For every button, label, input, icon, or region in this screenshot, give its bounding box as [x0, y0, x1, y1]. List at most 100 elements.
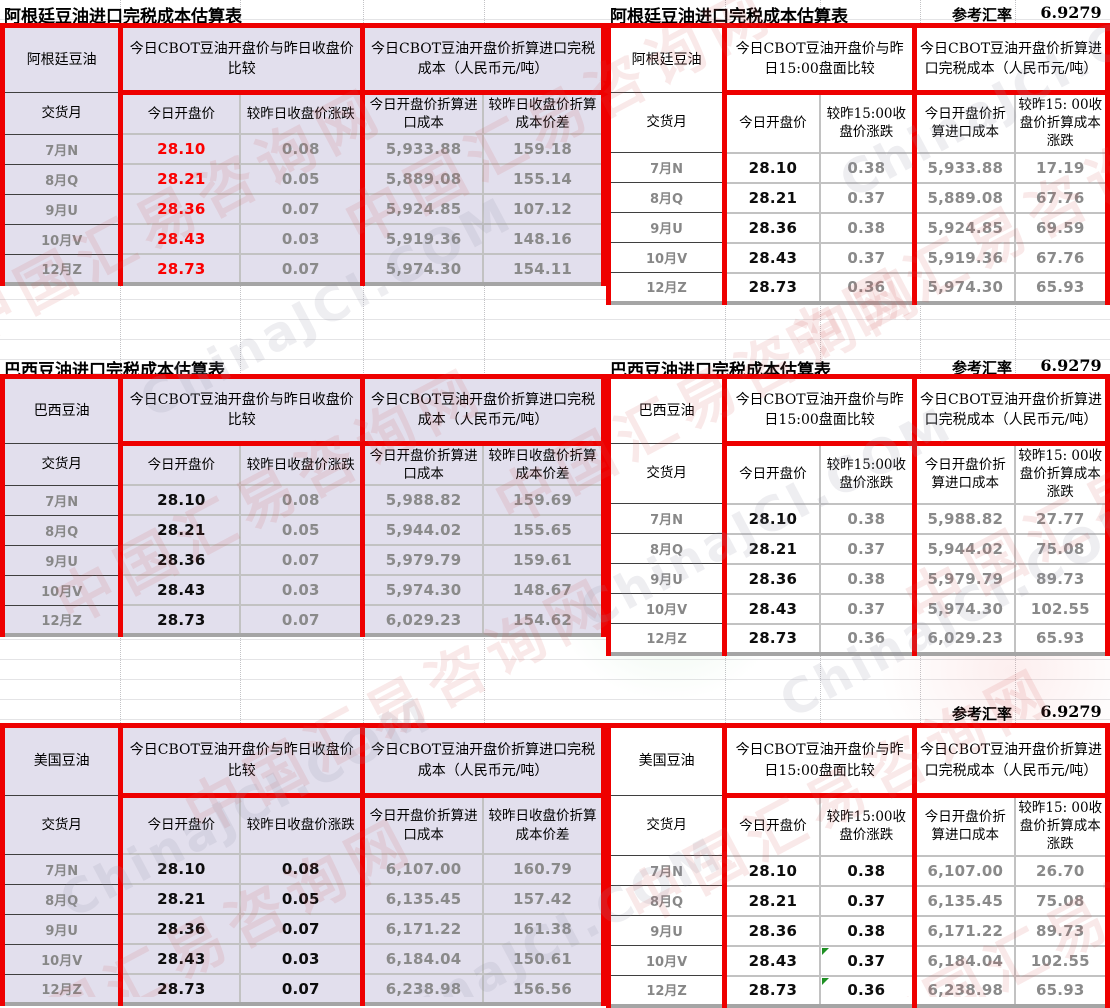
- change-cell[interactable]: 0.07: [239, 604, 364, 637]
- change-cell[interactable]: 0.07: [239, 973, 364, 1005]
- cost-open-column-header[interactable]: 今日开盘价折算进口成本: [912, 794, 1016, 857]
- month-cell[interactable]: 10月V: [607, 945, 726, 977]
- cost-diff-cell[interactable]: 67.76: [1013, 241, 1109, 274]
- month-column-header[interactable]: 交货月: [607, 794, 726, 857]
- cost-diff-cell[interactable]: 148.67: [482, 574, 605, 607]
- import-cost-cell[interactable]: 6,107.00: [360, 853, 485, 885]
- compare-section-header[interactable]: 今日CBOT豆油开盘价与昨日收盘价比较: [118, 375, 364, 446]
- change-cell[interactable]: 0.38: [818, 562, 916, 595]
- open-price-cell[interactable]: 28.43: [118, 943, 242, 975]
- change-cell[interactable]: 0.36: [818, 271, 916, 304]
- import-cost-cell[interactable]: 6,029.23: [912, 622, 1016, 655]
- cost-diff-cell[interactable]: 89.73: [1013, 914, 1109, 947]
- change-cell[interactable]: 0.03: [239, 223, 364, 256]
- month-cell[interactable]: 12月Z: [607, 975, 726, 1007]
- import-cost-cell[interactable]: 5,979.79: [360, 544, 485, 577]
- cost-diff-cell[interactable]: 155.14: [482, 163, 605, 196]
- cost-diff-cell[interactable]: 161.38: [482, 913, 605, 945]
- change-cell[interactable]: 0.07: [239, 193, 364, 226]
- month-cell[interactable]: 7月N: [1, 484, 122, 516]
- open-price-cell[interactable]: 28.21: [118, 514, 242, 547]
- change-column-header[interactable]: 较昨日收盘价涨跌: [239, 442, 364, 487]
- cost-section-header[interactable]: 今日CBOT豆油开盘价折算进口完税成本（人民币元/吨）: [360, 375, 605, 446]
- cost-diff-cell[interactable]: 159.18: [482, 133, 605, 166]
- month-cell[interactable]: 8月Q: [607, 533, 726, 565]
- table-corner-label[interactable]: 巴西豆油: [1, 376, 122, 444]
- cost-diff-column-header[interactable]: 较昨15: 00收盘价折算成本涨跌: [1013, 794, 1109, 857]
- import-cost-cell[interactable]: 5,924.85: [912, 211, 1016, 244]
- import-cost-cell[interactable]: 5,919.36: [912, 241, 1016, 274]
- compare-section-header[interactable]: 今日CBOT豆油开盘价与昨日收盘价比较: [118, 24, 364, 95]
- cost-diff-cell[interactable]: 75.08: [1013, 884, 1109, 917]
- cost-diff-cell[interactable]: 102.55: [1013, 944, 1109, 977]
- cost-diff-cell[interactable]: 148.16: [482, 223, 605, 256]
- open-price-cell[interactable]: 28.21: [118, 163, 242, 196]
- open-price-cell[interactable]: 28.10: [118, 133, 242, 166]
- import-cost-cell[interactable]: 6,171.22: [360, 913, 485, 945]
- change-column-header[interactable]: 较昨15:00收盘价涨跌: [818, 442, 916, 505]
- change-column-header[interactable]: 较昨日收盘价涨跌: [239, 794, 364, 855]
- open-price-cell[interactable]: 28.73: [722, 271, 821, 304]
- change-cell[interactable]: 0.08: [239, 133, 364, 166]
- import-cost-cell[interactable]: 5,974.30: [360, 574, 485, 607]
- month-cell[interactable]: 7月N: [1, 853, 122, 885]
- change-column-header[interactable]: 较昨日收盘价涨跌: [239, 91, 364, 136]
- cost-diff-cell[interactable]: 157.42: [482, 883, 605, 915]
- month-cell[interactable]: 9月U: [607, 915, 726, 947]
- month-cell[interactable]: 9月U: [607, 563, 726, 595]
- month-cell[interactable]: 8月Q: [607, 885, 726, 917]
- month-cell[interactable]: 7月N: [607, 503, 726, 535]
- table-corner-label[interactable]: 美国豆油: [1, 725, 122, 796]
- open-column-header[interactable]: 今日开盘价: [722, 794, 821, 857]
- import-cost-cell[interactable]: 5,988.82: [360, 484, 485, 517]
- change-cell[interactable]: 0.37: [818, 532, 916, 565]
- month-column-header[interactable]: 交货月: [1, 443, 122, 486]
- change-cell[interactable]: 0.37: [818, 181, 916, 214]
- change-cell[interactable]: 0.37: [818, 241, 916, 274]
- change-cell[interactable]: 0.36: [818, 622, 916, 655]
- cost-diff-cell[interactable]: 155.65: [482, 514, 605, 547]
- cost-diff-column-header[interactable]: 较昨15: 00收盘价折算成本涨跌: [1013, 442, 1109, 505]
- change-cell[interactable]: 0.37: [818, 592, 916, 625]
- open-column-header[interactable]: 今日开盘价: [118, 442, 242, 487]
- cost-section-header[interactable]: 今日CBOT豆油开盘价折算进口完税成本（人民币元/吨）: [360, 24, 605, 95]
- compare-section-header[interactable]: 今日CBOT豆油开盘价与昨日15:00盘面比较: [722, 375, 916, 446]
- month-cell[interactable]: 12月Z: [607, 272, 726, 304]
- month-cell[interactable]: 10月V: [1, 223, 122, 255]
- open-price-cell[interactable]: 28.21: [118, 883, 242, 915]
- cost-diff-cell[interactable]: 159.69: [482, 484, 605, 517]
- cost-diff-cell[interactable]: 102.55: [1013, 592, 1109, 625]
- open-price-cell[interactable]: 28.73: [118, 973, 242, 1005]
- month-cell[interactable]: 9月U: [1, 193, 122, 225]
- cost-diff-cell[interactable]: 159.61: [482, 544, 605, 577]
- cost-diff-cell[interactable]: 154.62: [482, 604, 605, 637]
- month-column-header[interactable]: 交货月: [607, 442, 726, 505]
- cost-diff-cell[interactable]: 160.79: [482, 853, 605, 885]
- month-cell[interactable]: 12月Z: [607, 623, 726, 655]
- open-price-cell[interactable]: 28.36: [118, 544, 242, 577]
- open-price-cell[interactable]: 28.43: [722, 592, 821, 625]
- import-cost-cell[interactable]: 6,135.45: [360, 883, 485, 915]
- open-price-cell[interactable]: 28.73: [118, 604, 242, 637]
- open-price-cell[interactable]: 28.21: [722, 181, 821, 214]
- import-cost-cell[interactable]: 6,238.98: [360, 973, 485, 1005]
- cost-open-column-header[interactable]: 今日开盘价折算进口成本: [912, 442, 1016, 505]
- cost-diff-cell[interactable]: 26.70: [1013, 854, 1109, 887]
- change-cell[interactable]: 0.38: [818, 854, 916, 887]
- month-cell[interactable]: 8月Q: [1, 514, 122, 546]
- cost-open-column-header[interactable]: 今日开盘价折算进口成本: [360, 794, 485, 855]
- open-column-header[interactable]: 今日开盘价: [722, 91, 821, 154]
- open-price-cell[interactable]: 28.21: [722, 884, 821, 917]
- open-price-cell[interactable]: 28.36: [722, 562, 821, 595]
- cost-diff-cell[interactable]: 17.19: [1013, 151, 1109, 184]
- change-cell[interactable]: 0.07: [239, 544, 364, 577]
- change-cell[interactable]: 0.05: [239, 883, 364, 915]
- open-price-cell[interactable]: 28.73: [722, 974, 821, 1007]
- import-cost-cell[interactable]: 6,184.04: [912, 944, 1016, 977]
- import-cost-cell[interactable]: 5,974.30: [360, 253, 485, 286]
- cost-diff-cell[interactable]: 27.77: [1013, 502, 1109, 535]
- import-cost-cell[interactable]: 6,135.45: [912, 884, 1016, 917]
- month-cell[interactable]: 8月Q: [1, 883, 122, 915]
- open-price-cell[interactable]: 28.43: [722, 944, 821, 977]
- cost-open-column-header[interactable]: 今日开盘价折算进口成本: [360, 91, 485, 136]
